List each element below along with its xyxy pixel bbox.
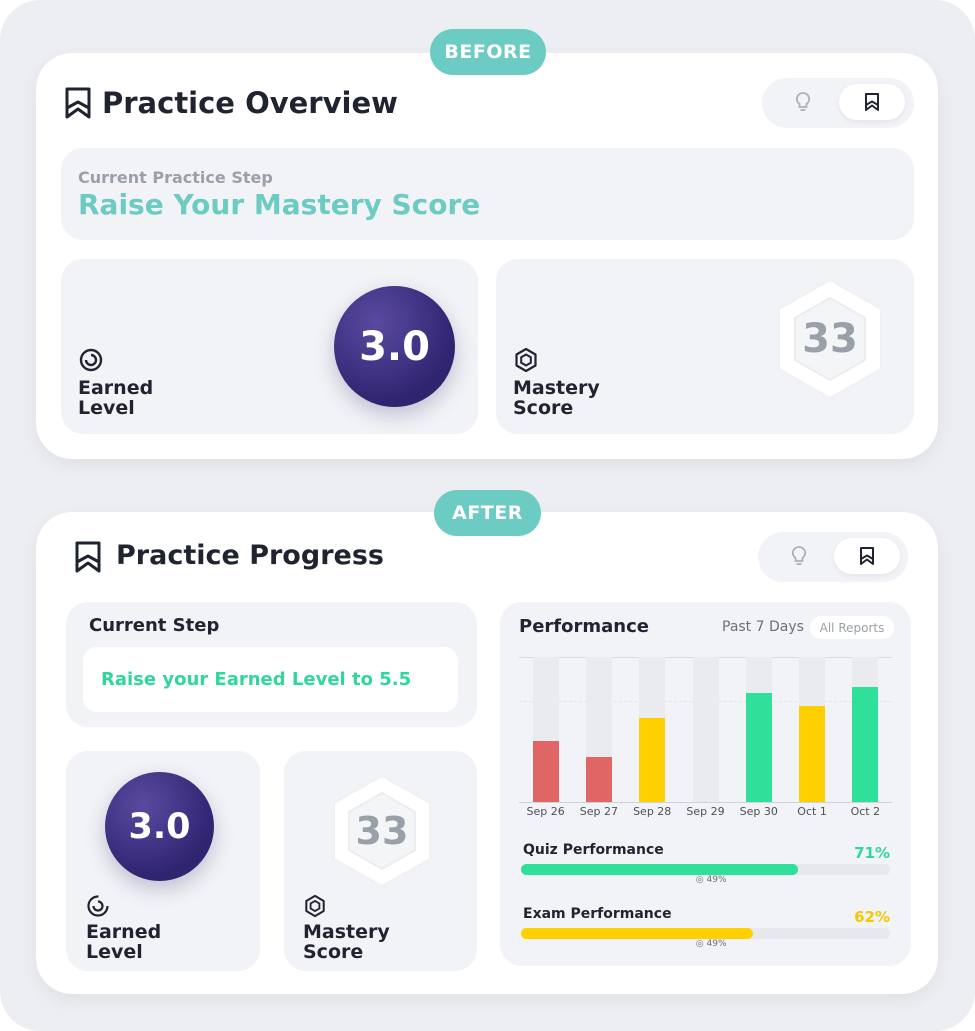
chart-x-tick-label: Sep 27 — [579, 805, 619, 818]
after-pill: AFTER — [434, 490, 541, 536]
toggle-insights[interactable] — [766, 538, 832, 574]
chart-bar[interactable] — [745, 693, 772, 802]
exam-performance-bar — [521, 928, 890, 939]
average-icon: ◎ — [695, 875, 704, 885]
page-title: Practice Progress — [116, 540, 384, 571]
page-title: Practice Overview — [102, 86, 398, 120]
earned-level-badge: 3.0 — [105, 772, 214, 881]
mastery-score-value: 33 — [802, 316, 858, 362]
current-step-panel — [61, 148, 914, 240]
earned-level-badge: 3.0 — [334, 286, 455, 407]
chart-bar[interactable] — [852, 687, 879, 802]
exam-average-marker: ◎ 49% — [695, 939, 727, 949]
performance-range: Past 7 Days — [722, 619, 804, 635]
current-step-value: Raise your Earned Level to 5.5 — [83, 647, 458, 712]
toggle-overview[interactable] — [839, 84, 905, 120]
bookmark-icon — [75, 541, 101, 573]
mastery-hexagon — [778, 279, 882, 399]
hexagon-icon — [305, 894, 325, 918]
quiz-performance-percent: 71% — [854, 844, 890, 862]
lightbulb-icon — [791, 546, 807, 565]
view-toggle — [758, 532, 908, 582]
chart-bar-track — [692, 657, 719, 802]
chart-x-tick-label: Sep 26 — [526, 805, 565, 818]
chart-x-tick-label: Sep 30 — [739, 805, 778, 818]
before-pill: BEFORE — [430, 29, 546, 75]
bookmark-icon — [65, 87, 91, 119]
quiz-average-marker: ◎ 49% — [695, 875, 727, 885]
earned-level-label: Earned Level — [78, 377, 154, 419]
gauge-icon — [87, 895, 109, 917]
all-reports-button[interactable]: All Reports — [810, 616, 894, 639]
mastery-score-value: 33 — [355, 809, 409, 853]
exam-performance-fill — [521, 928, 754, 939]
chart-x-tick-label: Oct 1 — [797, 805, 827, 818]
quiz-performance-bar — [521, 864, 890, 875]
toggle-progress[interactable] — [834, 538, 900, 574]
mastery-hexagon — [333, 775, 431, 887]
quiz-performance-label: Quiz Performance — [523, 842, 664, 858]
exam-performance-label: Exam Performance — [523, 906, 672, 922]
chart-x-tick-label: Sep 28 — [633, 805, 672, 818]
toggle-insights[interactable] — [770, 84, 836, 120]
current-step-label: Current Practice Step — [78, 168, 273, 187]
current-step-label: Current Step — [89, 615, 220, 636]
chart-bar[interactable] — [532, 741, 559, 802]
mastery-score-label: Mastery Score — [303, 921, 390, 963]
exam-performance-percent: 62% — [854, 908, 890, 926]
bookmark-icon — [860, 547, 874, 565]
earned-level-label: Earned Level — [86, 921, 162, 963]
hexagon-icon — [515, 347, 537, 373]
chart-bar[interactable] — [639, 717, 666, 802]
performance-title: Performance — [519, 616, 649, 637]
chart-x-tick-label: Oct 2 — [850, 805, 881, 818]
bookmark-icon — [865, 93, 879, 111]
performance-chart: Sep 26 Sep 27 Sep 28 Sep 29 Sep 30 Oct 1 Oct 2 — [519, 657, 892, 819]
chart-baseline — [519, 802, 892, 803]
lightbulb-icon — [795, 92, 811, 111]
quiz-performance-fill — [521, 864, 798, 875]
chart-x-tick-label: Sep 29 — [686, 805, 725, 818]
chart-bar[interactable] — [585, 757, 612, 802]
current-step-value: Raise Your Mastery Score — [78, 188, 481, 221]
average-icon: ◎ — [695, 939, 704, 949]
mastery-score-label: Mastery Score — [513, 377, 600, 419]
view-toggle — [762, 78, 914, 128]
chart-bar[interactable] — [799, 706, 826, 802]
gauge-icon — [79, 348, 103, 372]
